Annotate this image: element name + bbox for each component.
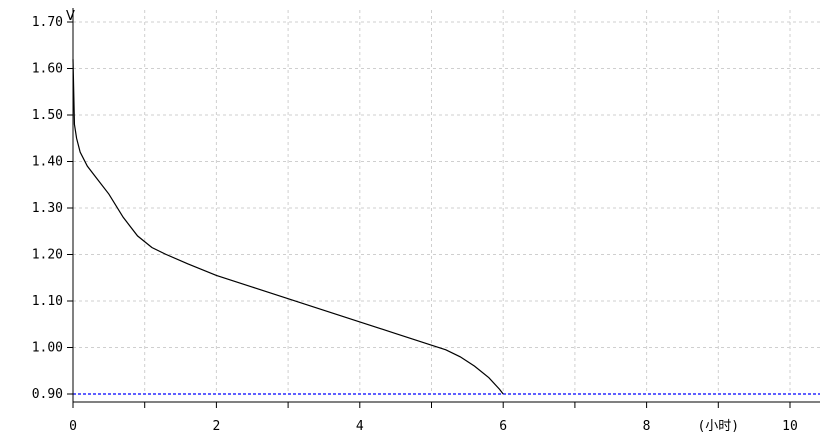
y-tick-label: 1.30	[32, 201, 63, 216]
y-tick-label: 1.00	[32, 341, 63, 356]
x-tick-label: 4	[356, 419, 364, 434]
x-tick-label: 2	[212, 419, 220, 434]
y-tick-label: 1.10	[32, 294, 63, 309]
x-tick-label: 10	[782, 419, 798, 434]
x-tick-label: 6	[499, 419, 507, 434]
series-group	[72, 59, 504, 395]
grid-lines	[73, 10, 820, 394]
x-tick-label: (小时)	[697, 419, 739, 434]
y-tick-label: 1.40	[32, 155, 63, 170]
x-axis-ticks: 0 2 4 6 8 (小时) 10	[69, 402, 798, 434]
y-tick-label: 0.90	[32, 387, 63, 402]
axes	[72, 8, 820, 403]
y-axis-unit-label: V	[66, 9, 75, 24]
y-tick-label: 1.60	[32, 62, 63, 77]
x-tick-label: 8	[643, 419, 651, 434]
voltage-curve	[72, 59, 504, 395]
x-tick-label: 0	[69, 419, 77, 434]
y-tick-label: 1.20	[32, 248, 63, 263]
y-tick-label: 1.50	[32, 108, 63, 123]
y-tick-label: 1.70	[32, 15, 63, 30]
y-axis-ticks: 0.90 1.00 1.10 1.20 1.30 1.40 1.50 1.60 1.70	[32, 15, 73, 402]
